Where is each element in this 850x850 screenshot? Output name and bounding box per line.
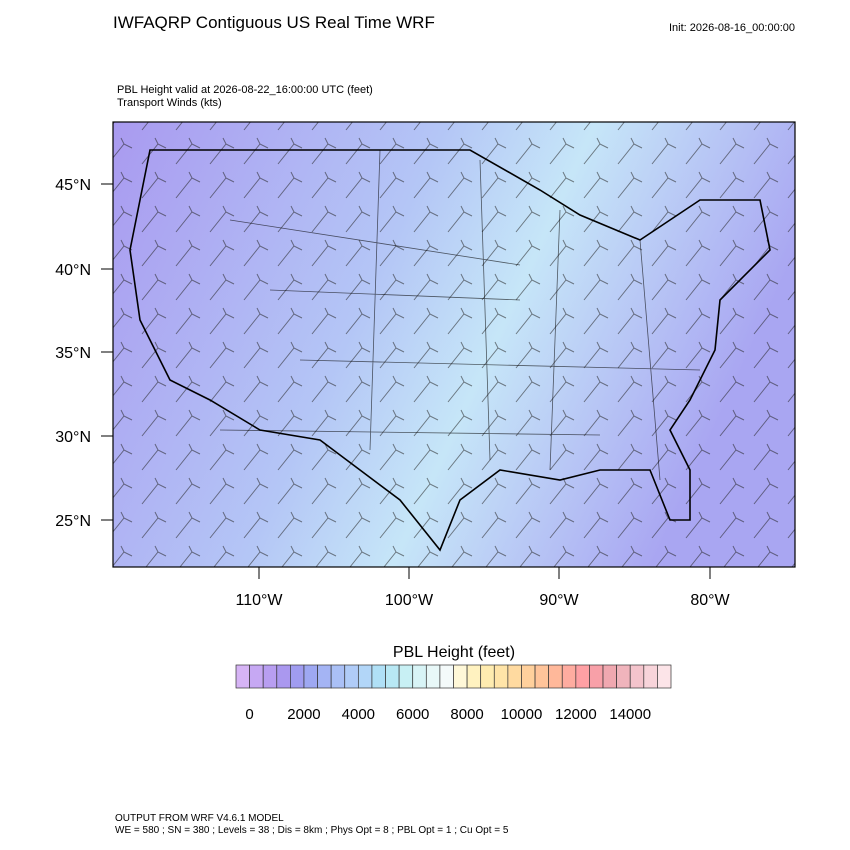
- color-box: [643, 664, 658, 689]
- color-box: [548, 664, 563, 689]
- subtitle: Transport Winds (kts): [117, 97, 222, 109]
- color-box: [453, 664, 468, 689]
- subtitle: PBL Height valid at 2026-08-22_16:00:00 …: [117, 84, 373, 96]
- lon-label: 100°W: [385, 592, 434, 609]
- color-box: [657, 664, 672, 689]
- colorbar-tick-label: 2000: [287, 706, 320, 723]
- color-box: [357, 664, 373, 689]
- colorbar-tick-label: 8000: [450, 706, 483, 723]
- color-box: [344, 664, 359, 689]
- lon-label: 110°W: [235, 592, 283, 609]
- color-box: [602, 664, 617, 689]
- footer: WE = 580 ; SN = 380 ; Levels = 38 ; Dis …: [115, 825, 509, 836]
- colorbar-tick-label: 0: [245, 706, 253, 723]
- title: IWFAQRP Contiguous US Real Time WRF: [113, 13, 435, 32]
- lat-label: 30°N: [55, 429, 91, 446]
- colorbar: 0 2000 4000 6000 8000 10000 12000 14000: [235, 664, 672, 723]
- lon-axis: 110°W 100°W 90°W 80°W: [235, 567, 731, 609]
- init-time: Init: 2026-08-16_00:00:00: [669, 22, 795, 34]
- color-box: [412, 664, 427, 689]
- color-box: [575, 664, 590, 689]
- color-box: [507, 664, 522, 689]
- colorbar-title: PBL Height (feet): [393, 644, 515, 661]
- color-box: [398, 664, 414, 689]
- color-box: [249, 664, 264, 689]
- lat-label: 40°N: [55, 262, 91, 279]
- lon-label: 80°W: [690, 592, 730, 609]
- map: [112, 121, 796, 568]
- colorbar-tick-label: 12000: [555, 706, 597, 723]
- color-box: [616, 664, 631, 689]
- color-box: [480, 664, 495, 689]
- color-box: [262, 664, 278, 689]
- color-box: [290, 664, 305, 689]
- lat-label: 25°N: [55, 513, 91, 530]
- lat-label: 35°N: [55, 345, 91, 362]
- color-box: [385, 664, 400, 689]
- colorbar-tick-label: 4000: [342, 706, 375, 723]
- color-box: [534, 664, 550, 689]
- colorbar-tick-label: 6000: [396, 706, 429, 723]
- colorbar-tick-label: 10000: [501, 706, 543, 723]
- color-box: [589, 664, 604, 689]
- lat-label: 45°N: [55, 177, 91, 194]
- footer: OUTPUT FROM WRF V4.6.1 MODEL: [115, 813, 284, 824]
- color-box: [629, 664, 645, 689]
- color-box: [561, 664, 577, 689]
- colorbar-tick-label: 14000: [609, 706, 651, 723]
- color-box: [493, 664, 509, 689]
- color-box: [425, 664, 441, 689]
- color-box: [303, 664, 318, 689]
- color-box: [439, 664, 454, 689]
- lon-label: 90°W: [539, 592, 579, 609]
- color-box: [466, 664, 482, 689]
- color-box: [317, 664, 332, 689]
- color-box: [330, 664, 346, 689]
- color-box: [521, 664, 536, 689]
- color-box: [371, 664, 386, 689]
- lat-axis: 45°N 40°N 35°N 30°N 25°N: [55, 177, 113, 530]
- color-box: [235, 664, 250, 689]
- color-box: [276, 664, 291, 689]
